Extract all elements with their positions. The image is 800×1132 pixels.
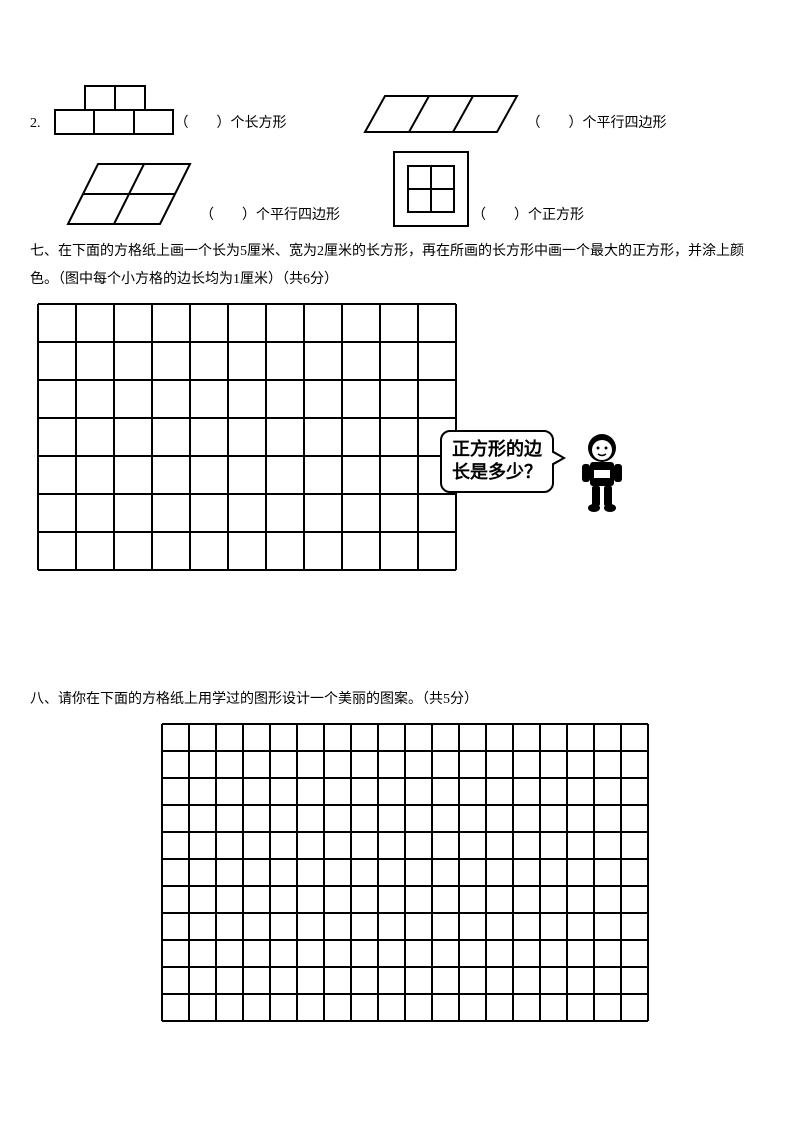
figure-parallelogram-3 — [357, 90, 527, 138]
q7-grid-wrap — [36, 302, 770, 572]
bubble-row: 正方形的边 长是多少？ — [440, 430, 632, 514]
q8-grid — [160, 722, 650, 1023]
figure-nested-squares — [390, 148, 472, 230]
q2-figD-label: （ ）个正方形 — [472, 204, 584, 230]
q7-text: 七、在下面的方格纸上画一个长为5厘米、宽为2厘米的长方形，再在所画的长方形中画一… — [30, 238, 770, 294]
speech-bubble: 正方形的边 长是多少？ — [440, 430, 554, 493]
q2-figC-label: （ ）个平行四边形 — [200, 204, 340, 230]
figure-stacked-rects — [45, 80, 175, 138]
q2-number: 2. — [30, 116, 41, 138]
q7-grid — [36, 302, 458, 572]
q2-row2: （ ）个平行四边形 （ ）个正方形 — [30, 148, 770, 230]
cartoon-character-icon — [572, 430, 632, 514]
bubble-line2: 长是多少？ — [452, 462, 542, 482]
q8-text: 八、请你在下面的方格纸上用学过的图形设计一个美丽的图案。（共5分） — [30, 686, 770, 714]
q2-row1: 2. （ ）个长方形 （ ）个平行四边形 — [30, 80, 770, 138]
worksheet-page: 2. （ ）个长方形 （ ）个平行四边形 — [0, 0, 800, 1053]
spacer — [30, 572, 770, 682]
bubble-line1: 正方形的边 — [452, 439, 542, 459]
q2-figA-label: （ ）个长方形 — [175, 112, 287, 138]
q8-grid-wrap — [160, 722, 770, 1023]
figure-parallelogram-2x2 — [60, 158, 200, 230]
q2-figB-label: （ ）个平行四边形 — [527, 112, 667, 138]
